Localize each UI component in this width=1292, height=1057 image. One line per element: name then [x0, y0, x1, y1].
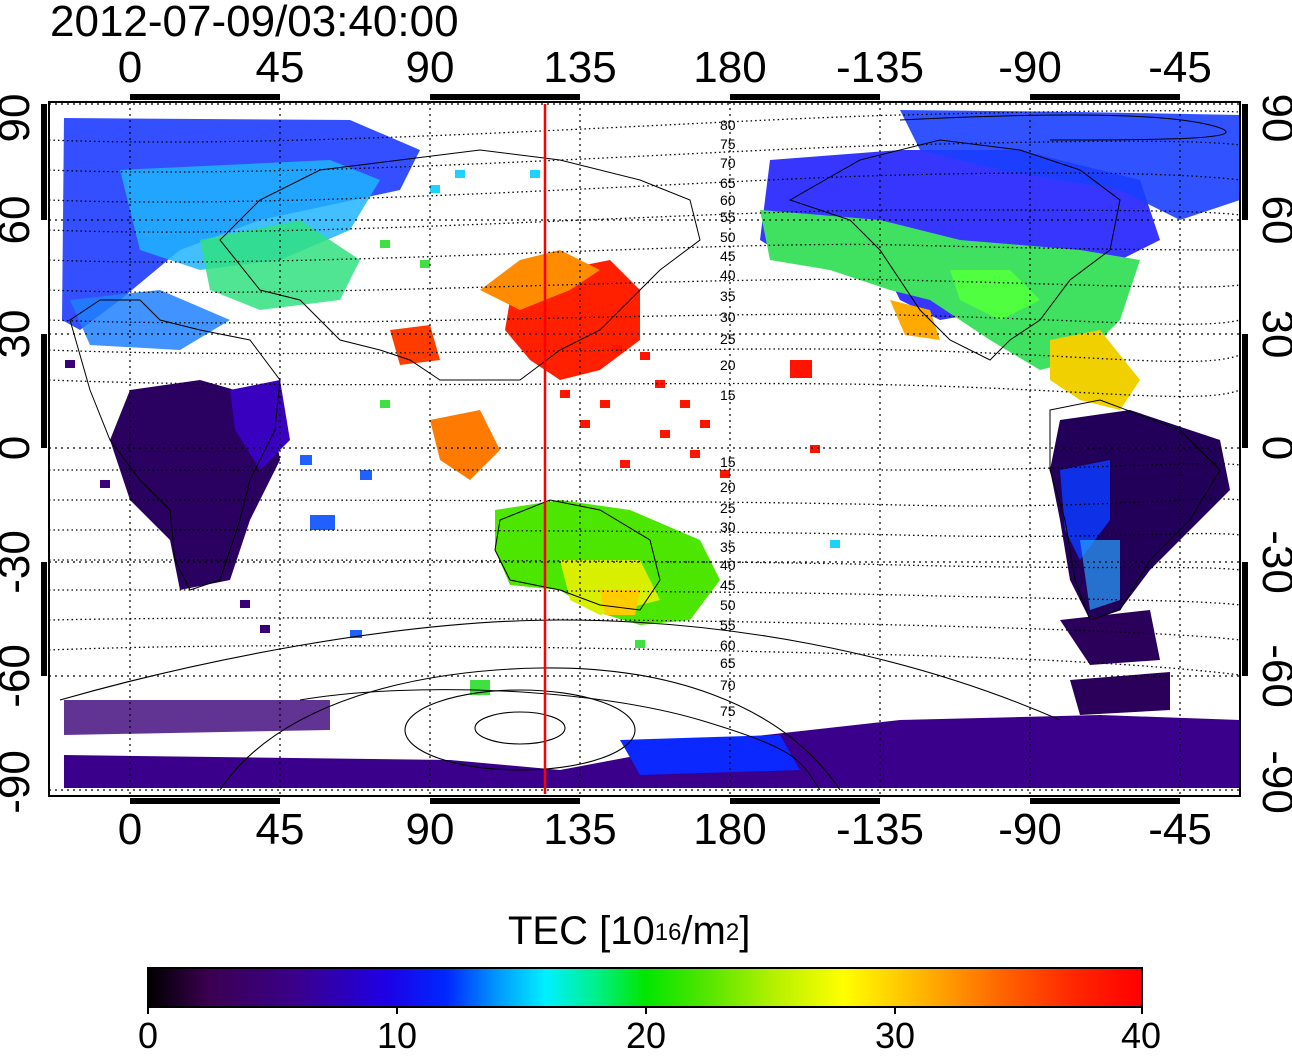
colorbar-title: TEC [1016/m2]: [508, 906, 750, 956]
lon-tick-bottom: 90: [405, 805, 455, 854]
lon-tick-top: 45: [255, 43, 305, 92]
contour-label: 70: [720, 677, 736, 693]
colorbar-label: 0: [137, 1015, 159, 1056]
lon-tick-bottom: 180: [693, 805, 767, 854]
colorbar-label: 40: [1120, 1015, 1162, 1056]
lat-tick-right: 30: [1253, 309, 1292, 359]
lon-tick-bottom: -45: [1148, 805, 1212, 854]
colorbar-tick: [1141, 1006, 1143, 1014]
contour-label: 45: [720, 248, 736, 264]
contour-label: 20: [720, 479, 736, 495]
colorbar-title-unit-exponent: 2: [725, 919, 740, 946]
colorbar-title-main: TEC [10: [508, 909, 655, 953]
contour-labels: 8075706560555045403530252015152025303540…: [720, 117, 736, 719]
timestamp-title: 2012-07-09/03:40:00: [50, 0, 459, 46]
contour-label: 15: [720, 387, 736, 403]
contour-label: 55: [720, 209, 736, 225]
lon-tick-top: -135: [835, 43, 925, 92]
contour-label: 75: [720, 703, 736, 719]
tec-data-regions: [62, 110, 1240, 788]
colorbar-tick: [894, 1006, 896, 1014]
tec-map: 8075706560555045403530252015152025303540…: [41, 94, 1248, 804]
lon-tick-bottom: -135: [835, 805, 925, 854]
colorbar-title-exponent: 16: [654, 919, 682, 946]
lon-tick-bottom: 0: [117, 805, 143, 854]
colorbar-title-end: ]: [739, 909, 751, 953]
contour-label: 20: [720, 357, 736, 373]
colorbar-tick: [147, 1006, 149, 1014]
south-pole-contours: [59, 619, 1061, 791]
map-frame: [48, 101, 1241, 797]
colorbar: [147, 967, 1143, 1008]
lon-tick-bottom: 135: [543, 805, 617, 854]
lon-tick-top: 0: [117, 43, 143, 92]
lon-tick-top: 180: [693, 43, 767, 92]
contour-label: 50: [720, 597, 736, 613]
contour-label: 80: [720, 117, 736, 133]
contour-label: 25: [720, 331, 736, 347]
lon-tick-top: 135: [543, 43, 617, 92]
contour-label: 60: [720, 637, 736, 653]
contour-label: 75: [720, 136, 736, 152]
lat-tick-left: 60: [0, 195, 39, 245]
contour-label: 60: [720, 192, 736, 208]
contour-label: 70: [720, 155, 736, 171]
contour-label: 30: [720, 309, 736, 325]
contour-label: 30: [720, 519, 736, 535]
colorbar-label: 30: [874, 1015, 916, 1056]
lat-tick-left: 0: [0, 383, 39, 513]
colorbar-tick: [645, 1006, 647, 1014]
contour-label: 65: [720, 655, 736, 671]
lat-tick-left: -90: [0, 750, 39, 814]
contour-label: 15: [720, 454, 736, 470]
lat-tick-right: -90: [1253, 750, 1292, 814]
lat-tick-right: 60: [1253, 195, 1292, 245]
contour-label: 45: [720, 577, 736, 593]
lon-tick-top: -90: [998, 43, 1062, 92]
map-border-ticks: [41, 94, 1248, 804]
colorbar-label: 20: [625, 1015, 667, 1056]
contour-label: 40: [720, 267, 736, 283]
lat-tick-left: -30: [0, 530, 39, 594]
lon-tick-bottom: 45: [255, 805, 305, 854]
colorbar-label: 10: [376, 1015, 418, 1056]
lon-tick-top: 90: [405, 43, 455, 92]
colorbar-title-unit: /m: [681, 909, 726, 953]
contour-label: 55: [720, 617, 736, 633]
contour-label: 65: [720, 175, 736, 191]
contour-label: 35: [720, 539, 736, 555]
colorbar-tick: [396, 1006, 398, 1014]
lat-tick-right: -30: [1253, 530, 1292, 594]
contour-label: 40: [720, 557, 736, 573]
contour-label: 35: [720, 288, 736, 304]
lat-tick-right: 0: [1253, 383, 1292, 513]
contour-label: 50: [720, 229, 736, 245]
lon-tick-bottom: -90: [998, 805, 1062, 854]
map-grid: [49, 102, 1240, 796]
lon-tick-top: -45: [1148, 43, 1212, 92]
magnetic-contours: [49, 110, 1240, 676]
coastlines: [69, 114, 1227, 791]
contour-label: 25: [720, 500, 736, 516]
lat-tick-left: 30: [0, 309, 39, 359]
